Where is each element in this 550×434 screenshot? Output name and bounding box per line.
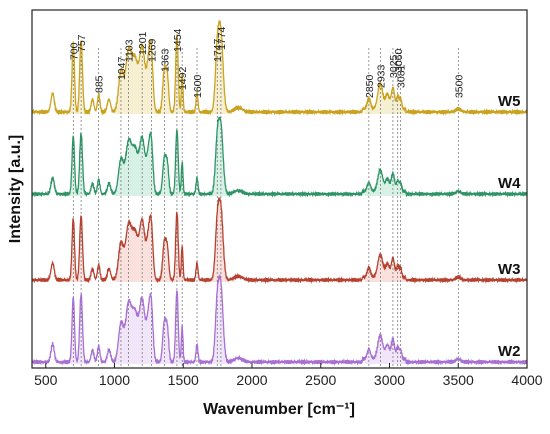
plot-frame (31, 9, 528, 369)
series-line-W5 (31, 19, 528, 117)
peak-label-757: 757 (76, 34, 88, 52)
peak-label-1269: 1269 (147, 38, 159, 62)
series-line-W4 (31, 116, 528, 198)
peak-label-1600: 1600 (192, 74, 204, 98)
x-axis-title: Wavenumber [cm⁻¹] (203, 401, 355, 418)
x-tick-label-3000: 3000 (374, 372, 405, 388)
x-tick-label-500: 500 (34, 372, 58, 388)
peak-label-1747: 1747 (212, 38, 224, 62)
peak-label-1363: 1363 (159, 48, 171, 72)
series-label-W4: W4 (498, 175, 521, 192)
band-W3-3 (65, 215, 87, 282)
peak-label-700: 700 (68, 42, 80, 60)
peak-label-1047: 1047 (116, 57, 128, 81)
peak-label-1103: 1103 (124, 39, 136, 62)
peak-label-3060: 3060 (393, 49, 405, 73)
x-tick-label-2000: 2000 (236, 372, 267, 388)
series-label-W5: W5 (498, 93, 521, 110)
x-tick-label-2500: 2500 (305, 372, 336, 388)
peak-label-1774: 1774 (216, 26, 228, 50)
y-axis-title: Intensity [a.u.] (7, 135, 24, 243)
peak-label-2850: 2850 (364, 75, 376, 99)
series-label-W2: W2 (498, 343, 521, 360)
x-tick-label-1000: 1000 (99, 372, 130, 388)
band-W2-0 (114, 290, 186, 364)
series-line-W3 (31, 196, 528, 285)
peak-label-885: 885 (94, 75, 106, 93)
peak-label-1492: 1492 (177, 67, 189, 91)
spectra-traces (31, 19, 528, 367)
peak-label-1454: 1454 (172, 28, 184, 52)
peak-label-3500: 3500 (453, 75, 465, 99)
series-line-W2 (31, 273, 528, 367)
x-tick-label-1500: 1500 (168, 372, 199, 388)
x-tick-label-3500: 3500 (443, 372, 474, 388)
x-axis-ticks: 500 1000 1500 2000 2500 3000 3500 4000 (34, 363, 543, 388)
peak-label-2933: 2933 (375, 64, 387, 88)
x-tick-label-4000: 4000 (511, 372, 542, 388)
peak-label-1201: 1201 (137, 31, 149, 55)
peak-label-3025: 3025 (388, 54, 400, 78)
series-labels: W5 W4 W3 W2 (498, 93, 521, 360)
band-W4-0 (114, 126, 186, 196)
peak-label-3081: 3081 (396, 64, 408, 88)
series-label-W3: W3 (498, 261, 521, 278)
